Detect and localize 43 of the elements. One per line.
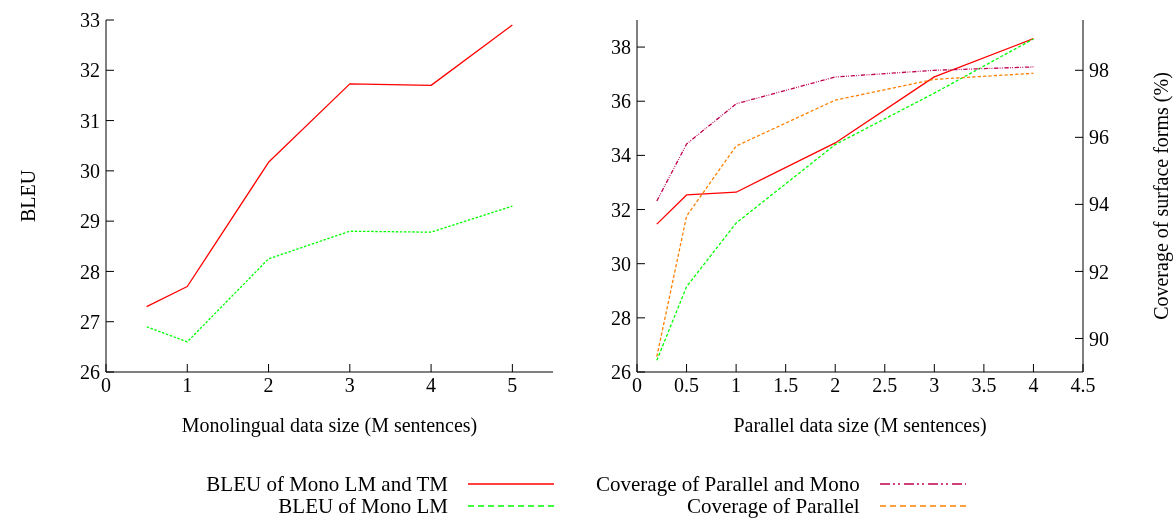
- x-axis-title: Monolingual data size (M sentences): [181, 414, 478, 437]
- y2-tick-label: 94: [1089, 193, 1109, 216]
- x-tick-label: 4.5: [1070, 374, 1096, 397]
- x-axis-title: Parallel data size (M sentences): [733, 414, 987, 437]
- y-tick-label: 27: [80, 310, 100, 333]
- x-tick-label: 0.5: [674, 374, 700, 397]
- x-tick-label: 1: [731, 374, 742, 397]
- y-tick-label: 29: [80, 210, 100, 233]
- x-tick-label: 2: [263, 374, 274, 397]
- x-tick-label: 4: [1028, 374, 1039, 397]
- y-tick-label: 32: [611, 198, 631, 221]
- x-tick-label: 3: [929, 374, 940, 397]
- x-tick-label: 1.5: [773, 374, 799, 397]
- y-tick-label: 26: [80, 361, 100, 384]
- y-axis-title: BLEU: [17, 169, 40, 223]
- y-tick-label: 32: [80, 59, 100, 82]
- y2-axis-title: Coverage of surface forms (%): [1150, 72, 1174, 320]
- x-tick-label: 5: [507, 374, 518, 397]
- y2-tick-label: 98: [1089, 59, 1109, 82]
- y2-tick-label: 90: [1089, 327, 1109, 350]
- x-tick-label: 0: [101, 374, 111, 397]
- line-series: [656, 38, 1035, 225]
- x-tick-label: 3.5: [971, 374, 997, 397]
- y-tick-label: 31: [80, 109, 100, 132]
- y-tick-label: 26: [611, 361, 631, 384]
- y-tick-label: 33: [80, 9, 100, 32]
- y-tick-label: 34: [611, 144, 631, 167]
- y-tick-label: 28: [80, 260, 100, 283]
- y2-tick-label: 92: [1089, 260, 1109, 283]
- x-tick-label: 2: [830, 374, 841, 397]
- x-tick-label: 3: [344, 374, 355, 397]
- y-tick-label: 30: [80, 159, 100, 182]
- y2-tick-label: 96: [1089, 126, 1109, 149]
- y-tick-label: 30: [611, 252, 631, 275]
- y-tick-label: 38: [611, 36, 631, 59]
- line-series: [145, 24, 514, 308]
- line-series: [145, 205, 514, 343]
- y-tick-label: 36: [611, 90, 631, 113]
- x-tick-label: 4: [426, 374, 437, 397]
- x-tick-label: 2.5: [872, 374, 898, 397]
- x-tick-label: 0: [632, 374, 642, 397]
- x-tick-label: 1: [182, 374, 193, 397]
- y-tick-label: 28: [611, 306, 631, 329]
